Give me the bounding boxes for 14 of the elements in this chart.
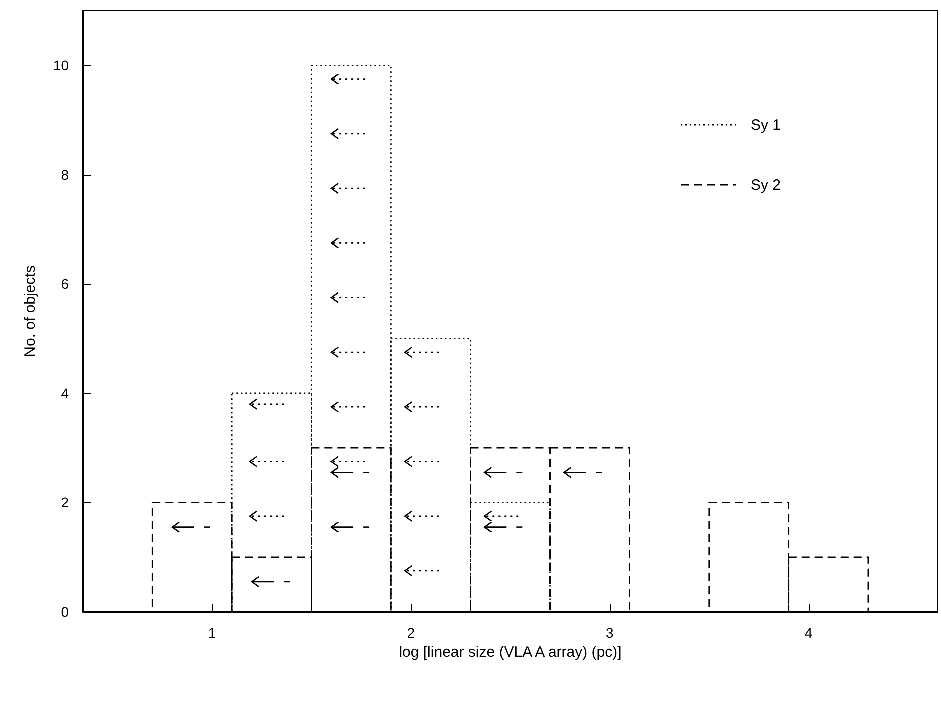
y-axis-title: No. of objects	[22, 266, 39, 358]
y-tick-label: 2	[61, 494, 70, 511]
y-tick-label: 10	[53, 58, 70, 74]
y-tick-label: 8	[61, 166, 70, 183]
x-tick-label: 2	[407, 625, 416, 641]
y-tick-label: 0	[61, 604, 70, 620]
x-tick-label: 3	[606, 625, 614, 641]
legend-label: Sy 1	[751, 117, 782, 134]
x-tick-label: 1	[208, 625, 216, 641]
x-tick-label: 4	[804, 625, 813, 641]
y-tick-label: 6	[61, 276, 70, 292]
y-tick-label: 4	[61, 385, 70, 402]
x-axis-title: log [linear size (VLA A array) (pc)]	[399, 644, 622, 661]
legend-label: Sy 2	[751, 177, 782, 194]
